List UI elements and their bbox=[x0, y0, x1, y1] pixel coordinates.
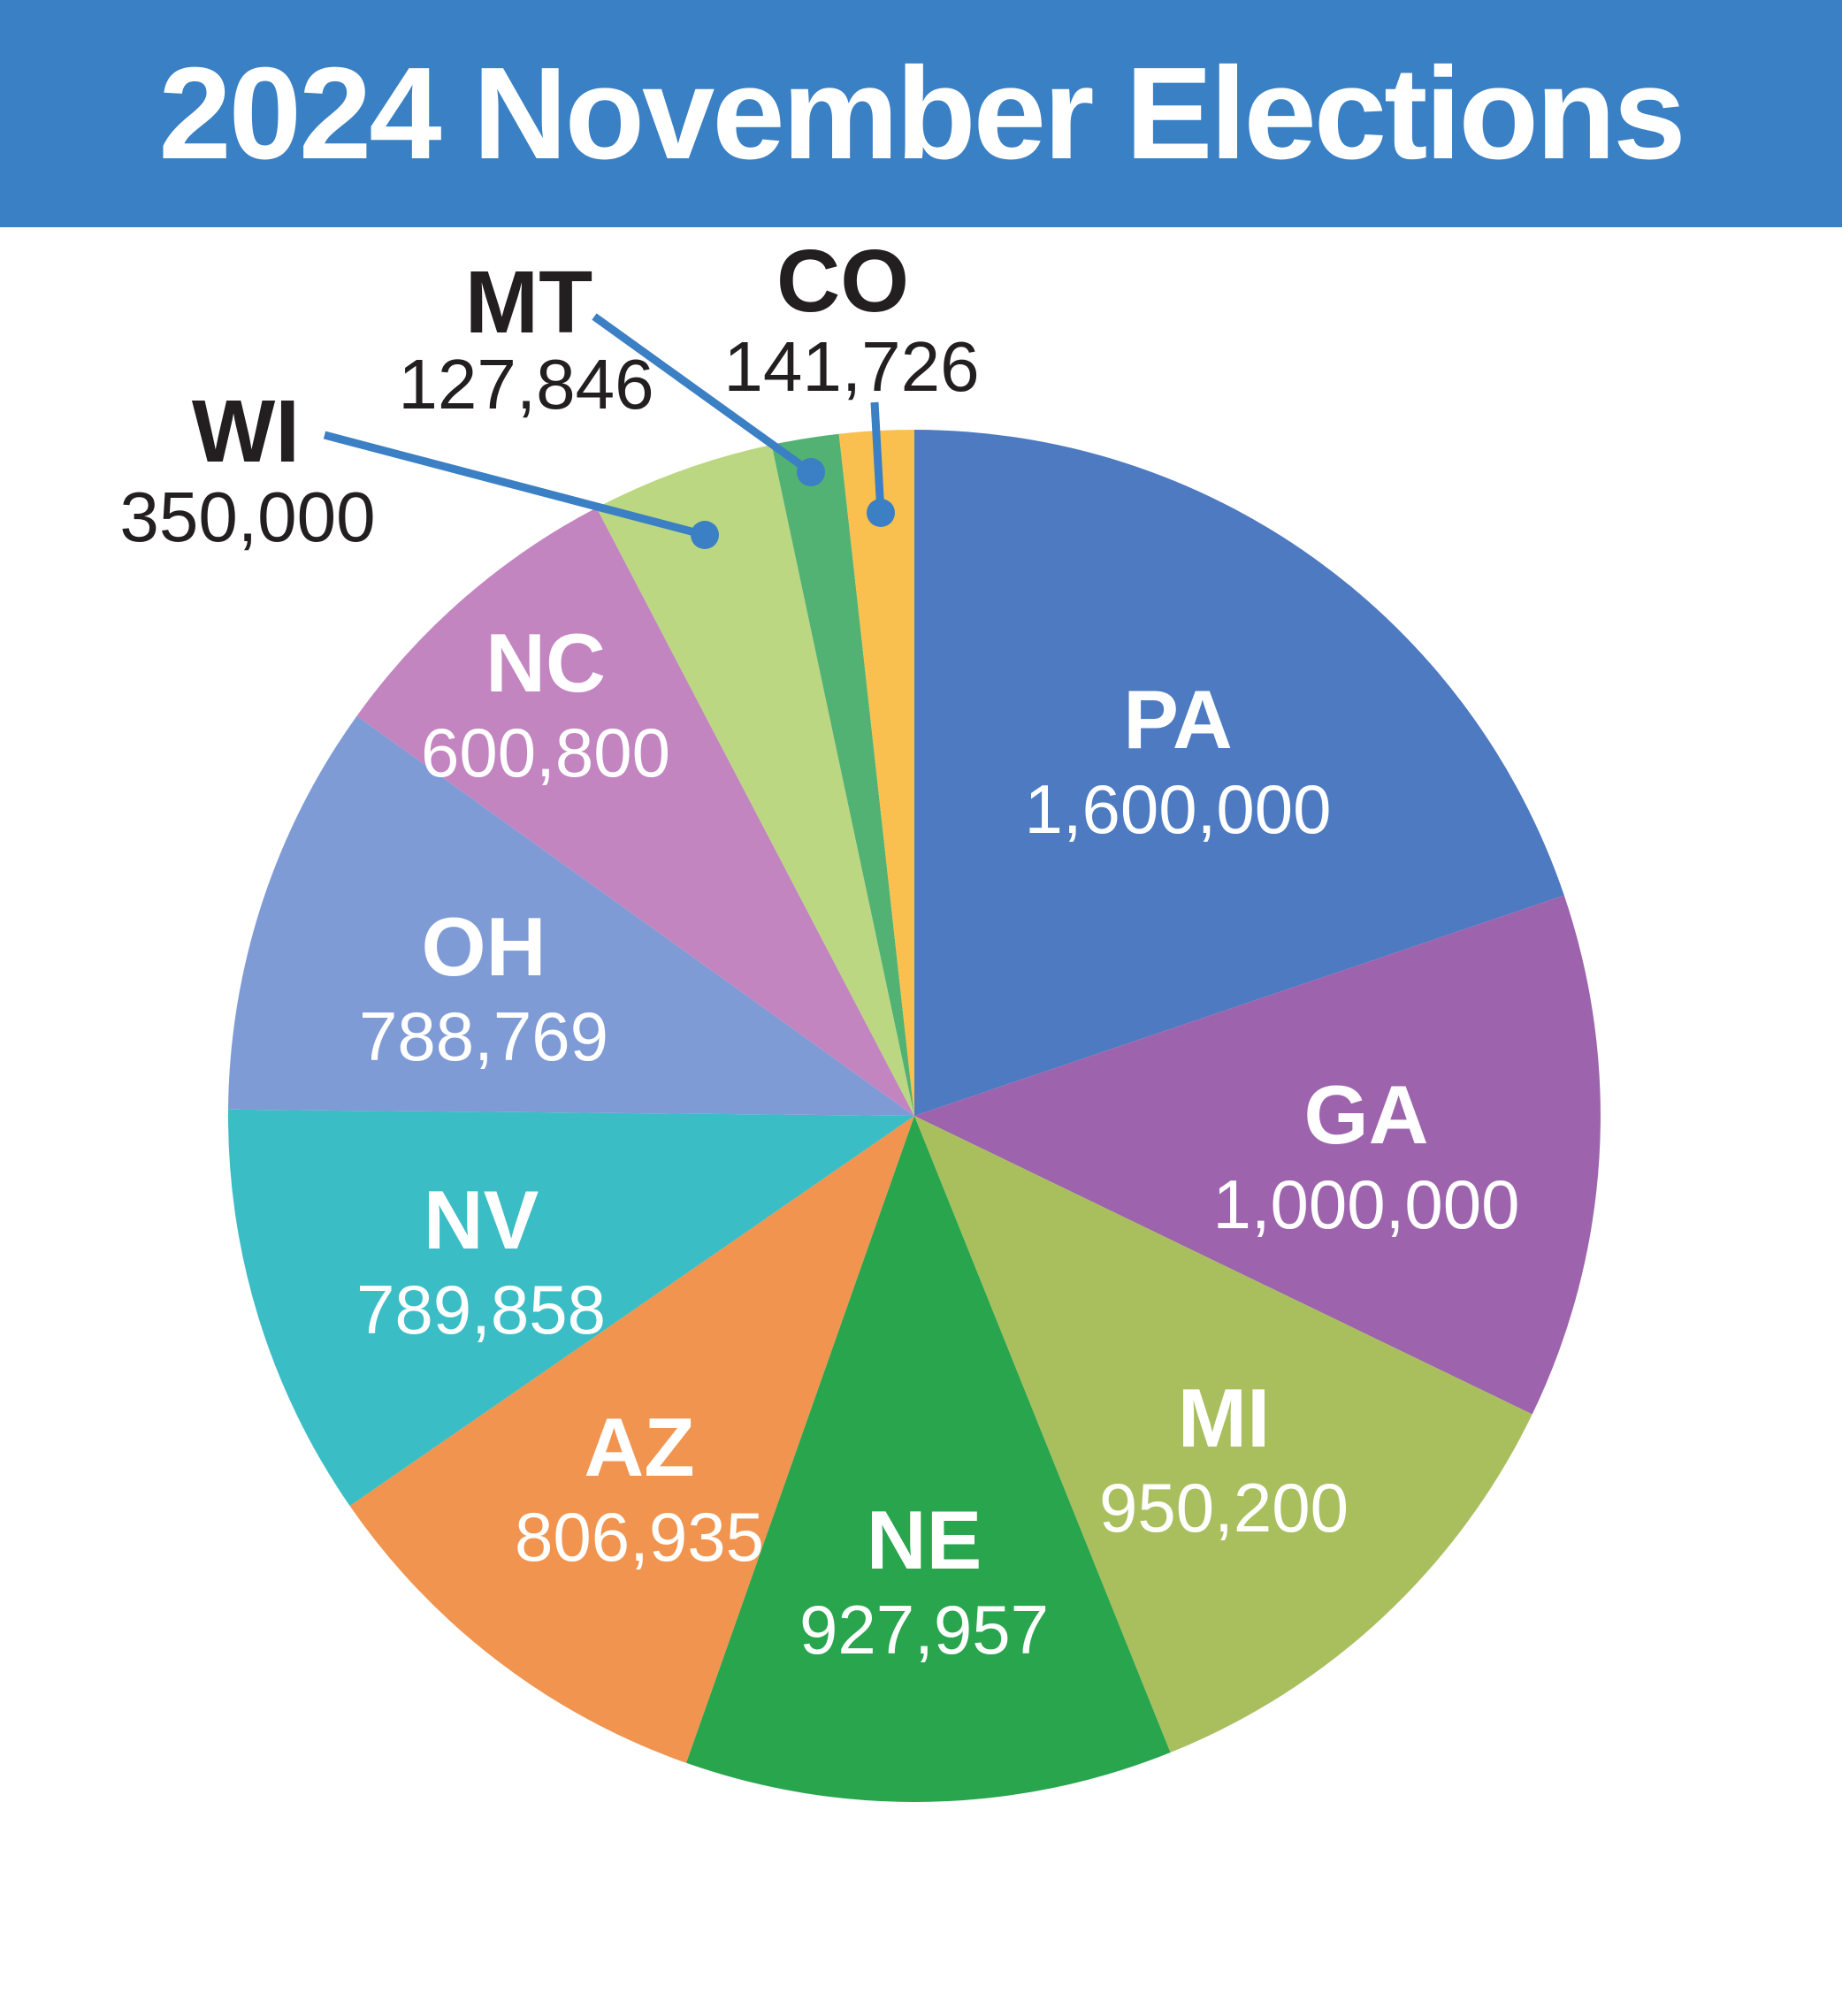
callout-line-MT bbox=[592, 313, 814, 476]
callout-label-CO: CO bbox=[776, 232, 909, 331]
slice-label-NC: NC bbox=[485, 616, 606, 709]
callout-value-WI: 350,000 bbox=[119, 477, 375, 556]
slice-value-PA: 1,600,000 bbox=[1024, 770, 1331, 848]
pie-slice-CO[interactable] bbox=[838, 429, 914, 1116]
slice-value-AZ: 806,935 bbox=[515, 1498, 764, 1576]
slice-value-NC: 600,800 bbox=[421, 714, 670, 791]
callout-label-WI: WI bbox=[192, 382, 300, 481]
pie-slice-NV[interactable] bbox=[227, 1109, 915, 1507]
slice-label-NE: NE bbox=[867, 1493, 982, 1586]
pie-slice-PA[interactable] bbox=[914, 430, 1564, 1116]
callout-label-MT: MT bbox=[465, 253, 592, 352]
callout-line-WI bbox=[323, 431, 707, 539]
callout-value-CO: 141,726 bbox=[723, 327, 979, 406]
slice-value-GA: 1,000,000 bbox=[1212, 1165, 1519, 1243]
pie-slice-GA[interactable] bbox=[914, 895, 1601, 1415]
slice-value-MI: 950,200 bbox=[1099, 1469, 1349, 1546]
slice-value-OH: 788,769 bbox=[359, 997, 608, 1075]
callout-value-MT: 127,846 bbox=[398, 345, 653, 424]
slice-label-GA: GA bbox=[1304, 1068, 1429, 1161]
callout-dot-MT bbox=[797, 458, 825, 486]
pie-slice-NE[interactable] bbox=[686, 1116, 1171, 1802]
slice-label-PA: PA bbox=[1123, 673, 1233, 766]
slice-value-NV: 789,858 bbox=[356, 1271, 606, 1348]
page-title: 2024 November Elections bbox=[158, 40, 1685, 187]
title-bar: 2024 November Elections bbox=[0, 0, 1842, 227]
pie-slice-AZ[interactable] bbox=[349, 1116, 915, 1763]
slice-label-NV: NV bbox=[424, 1173, 539, 1266]
pie-slice-NC[interactable] bbox=[356, 508, 915, 1116]
slice-label-AZ: AZ bbox=[584, 1401, 694, 1493]
slice-label-MI: MI bbox=[1178, 1371, 1270, 1464]
slice-value-NE: 927,957 bbox=[799, 1591, 1049, 1669]
callout-dot-CO bbox=[867, 499, 895, 527]
pie-slice-OH[interactable] bbox=[228, 715, 914, 1116]
callout-line-CO bbox=[870, 401, 885, 514]
pie-slice-WI[interactable] bbox=[596, 445, 914, 1116]
pie-slice-MT[interactable] bbox=[771, 433, 914, 1116]
callout-dot-WI bbox=[691, 521, 719, 549]
slice-label-OH: OH bbox=[422, 900, 546, 993]
pie-slice-MI[interactable] bbox=[914, 1116, 1532, 1753]
